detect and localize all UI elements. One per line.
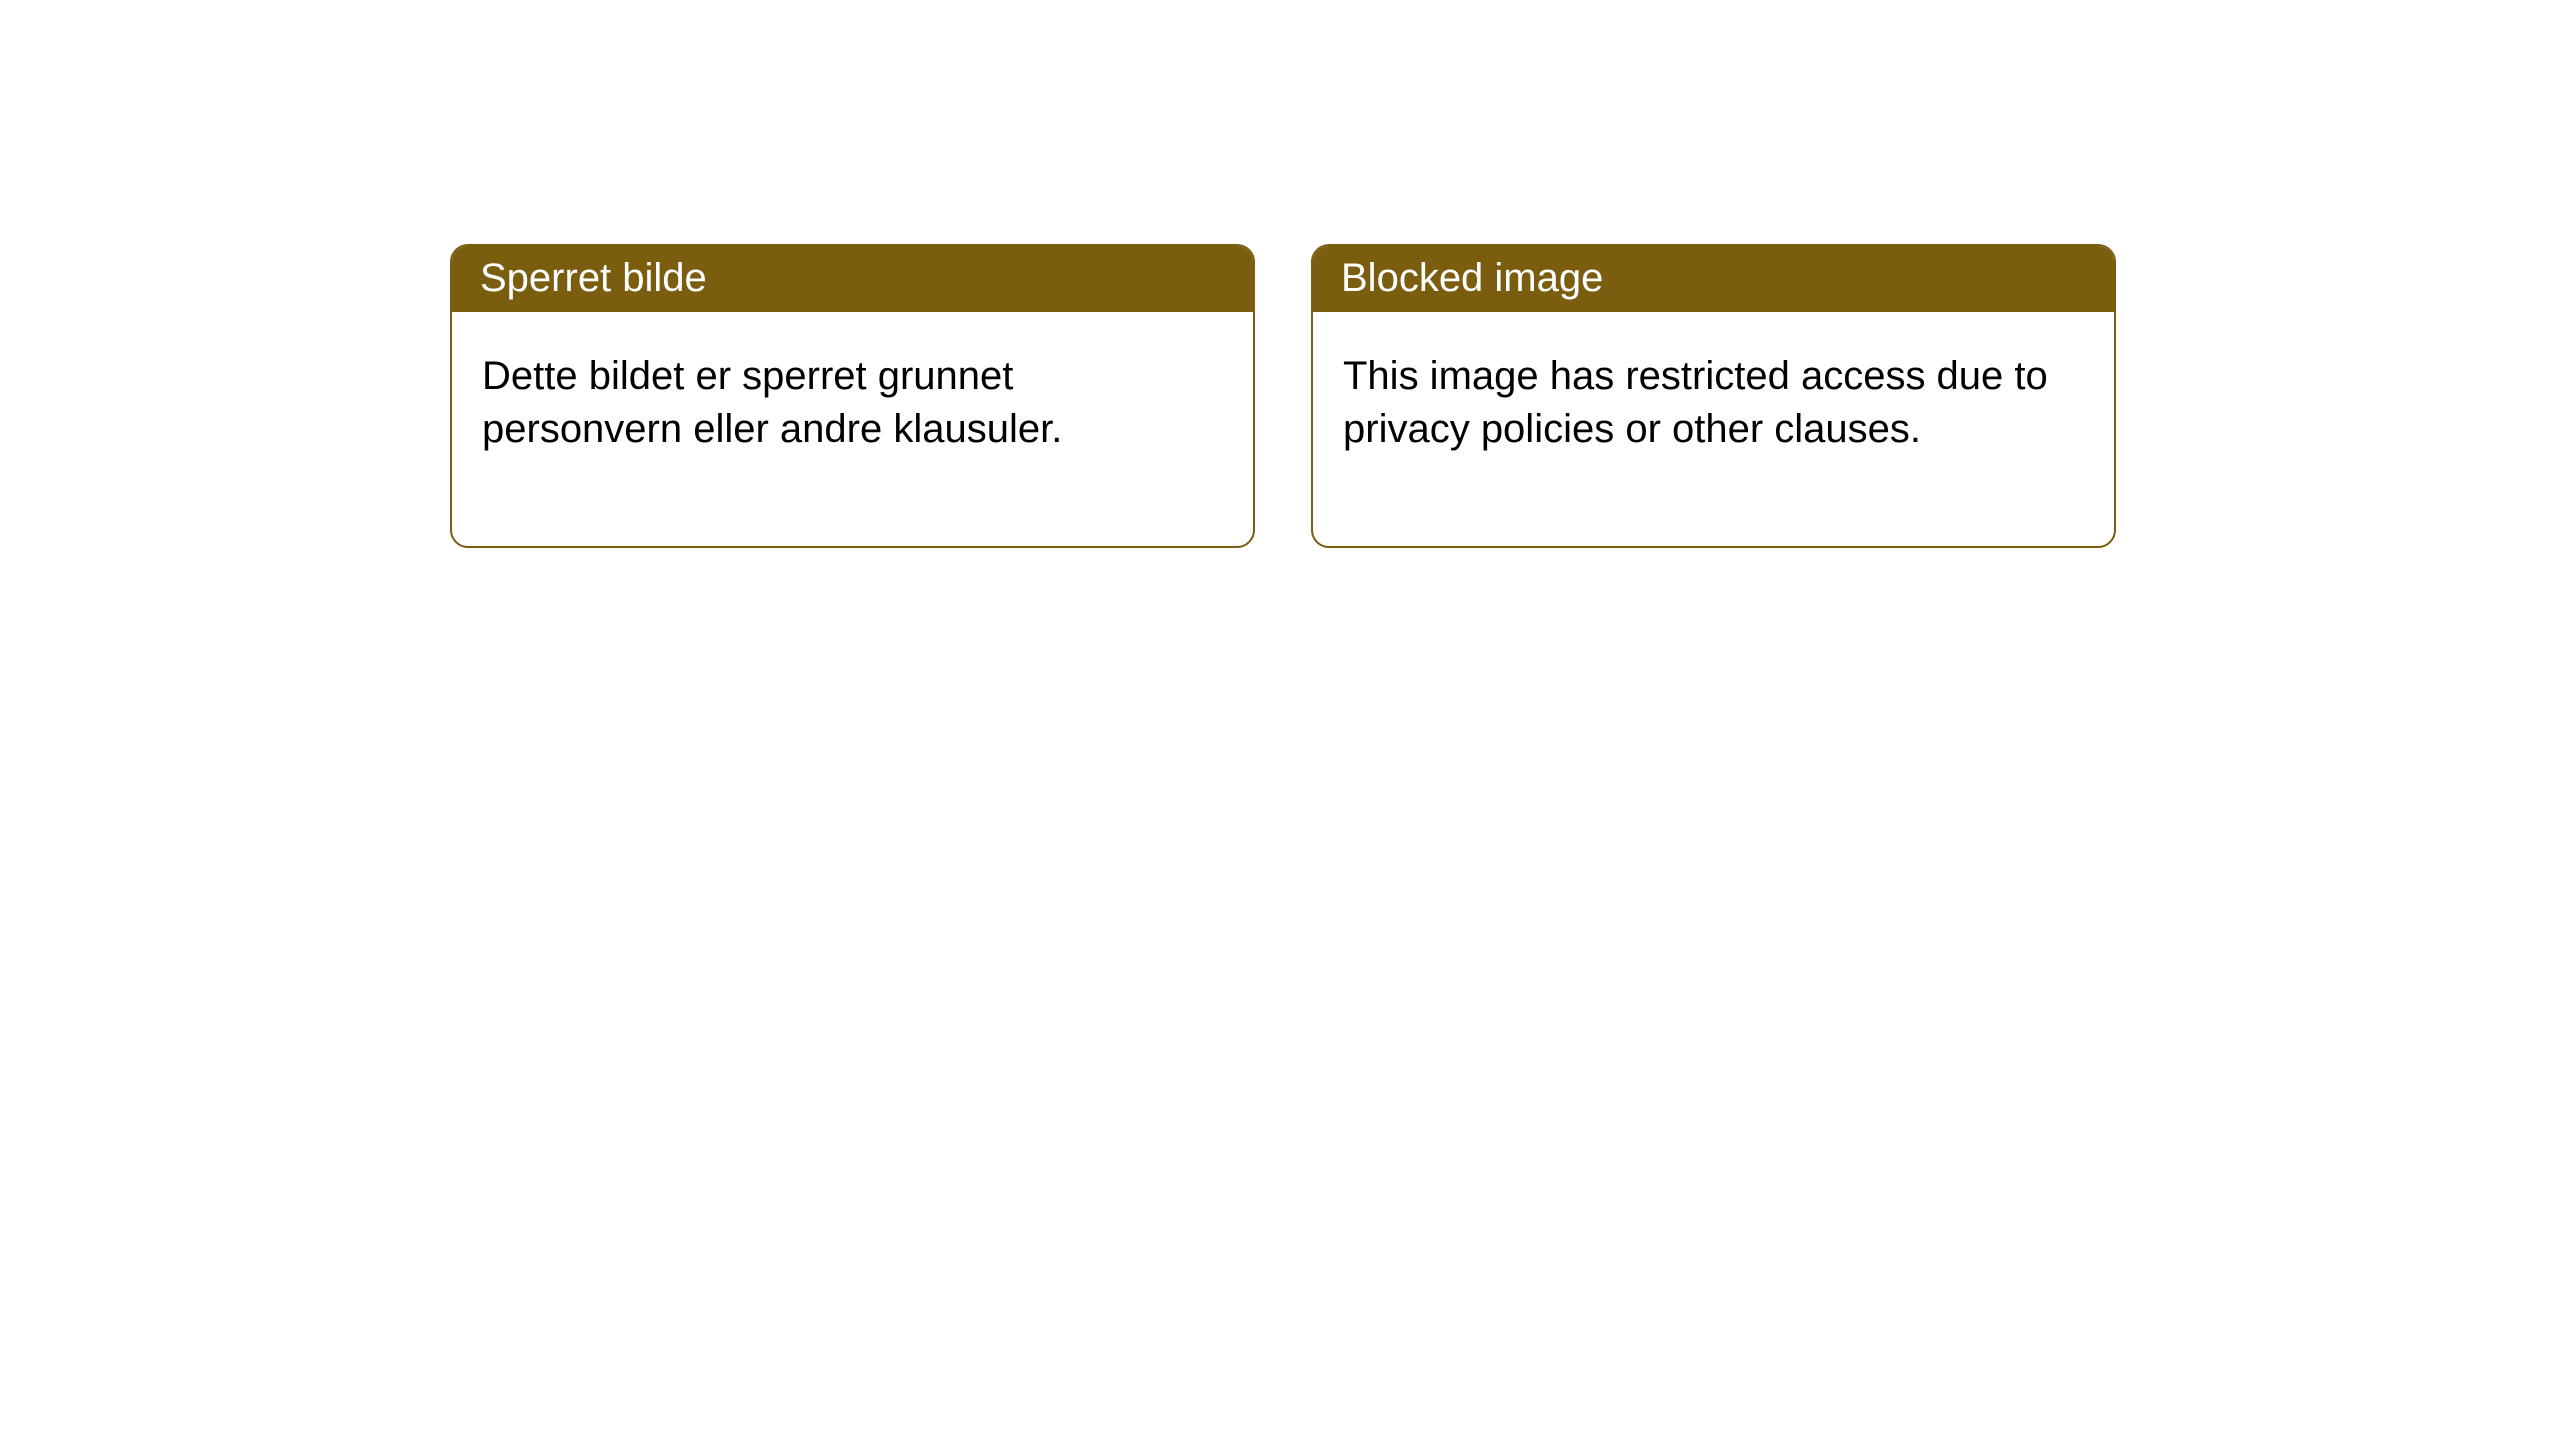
notice-body-text: Dette bildet er sperret grunnet personve… (482, 354, 1062, 451)
notice-container: Sperret bilde Dette bildet er sperret gr… (0, 0, 2560, 548)
notice-card-body: This image has restricted access due to … (1313, 312, 2114, 546)
notice-body-text: This image has restricted access due to … (1343, 354, 2048, 451)
notice-card-english: Blocked image This image has restricted … (1311, 244, 2116, 548)
notice-card-body: Dette bildet er sperret grunnet personve… (452, 312, 1253, 546)
notice-card-title: Blocked image (1313, 246, 2114, 312)
notice-title-text: Blocked image (1341, 256, 1603, 300)
notice-title-text: Sperret bilde (480, 256, 707, 300)
notice-card-norwegian: Sperret bilde Dette bildet er sperret gr… (450, 244, 1255, 548)
notice-card-title: Sperret bilde (452, 246, 1253, 312)
